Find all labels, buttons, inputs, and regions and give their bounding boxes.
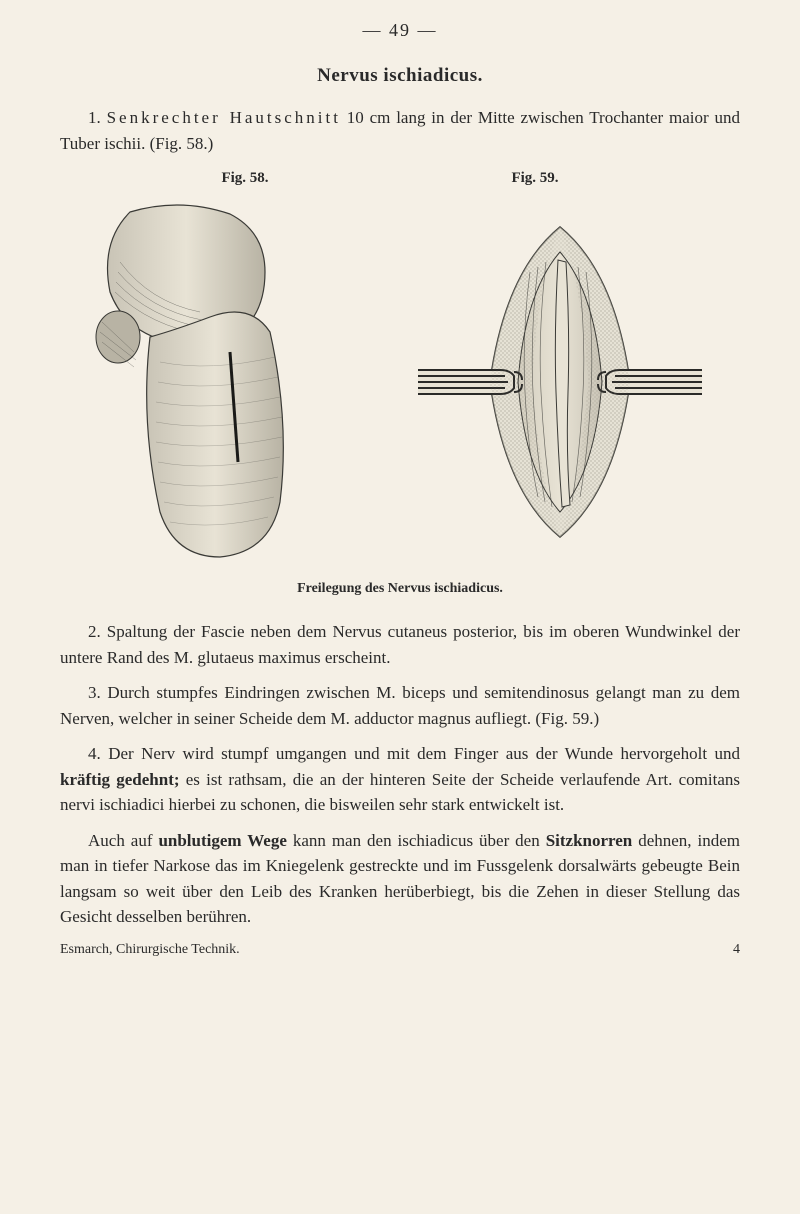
- paragraph-4: 4. Der Nerv wird stumpf umgangen und mit…: [60, 741, 740, 818]
- para4-a: 4. Der Nerv wird stumpf umgangen und mit…: [88, 744, 740, 763]
- paragraph-1: 1. Senkrechter Hautschnitt 10 cm lang in…: [60, 105, 740, 156]
- para5-bold2: Sitz­knorren: [546, 831, 633, 850]
- fig59-illustration: [410, 212, 710, 552]
- figure-58: [90, 202, 350, 562]
- para4-bold1: kräftig gedehnt;: [60, 770, 180, 789]
- figure-labels-row: Fig. 58. Fig. 59.: [60, 170, 740, 187]
- fig58-illustration: [90, 202, 350, 562]
- footer-left: Esmarch, Chirurgische Technik.: [60, 942, 240, 958]
- figure-caption: Freilegung des Nervus ischiadicus.: [60, 581, 740, 597]
- para5-bold1: unblutigem Wege: [158, 831, 286, 850]
- section-title: Nervus ischiadicus.: [60, 65, 740, 87]
- page-number: — 49 —: [60, 20, 740, 41]
- paragraph-3: 3. Durch stumpfes Eindringen zwischen M.…: [60, 680, 740, 731]
- figure-59: [410, 212, 710, 552]
- para5-b: kann man den ischiadicus über den: [287, 831, 546, 850]
- paragraph-5: Auch auf unblutigem Wege kann man den is…: [60, 828, 740, 930]
- para1-spaced: Senkrechter Hautschnitt: [107, 108, 341, 127]
- footer-line: Esmarch, Chirurgische Technik. 4: [60, 942, 740, 958]
- fig59-label: Fig. 59.: [511, 170, 558, 187]
- footer-right: 4: [733, 942, 740, 958]
- para1-prefix: 1.: [88, 108, 107, 127]
- figures-row: [60, 197, 740, 567]
- fig58-label: Fig. 58.: [221, 170, 268, 187]
- para5-a: Auch auf: [88, 831, 158, 850]
- paragraph-2: 2. Spaltung der Fascie neben dem Nervus …: [60, 619, 740, 670]
